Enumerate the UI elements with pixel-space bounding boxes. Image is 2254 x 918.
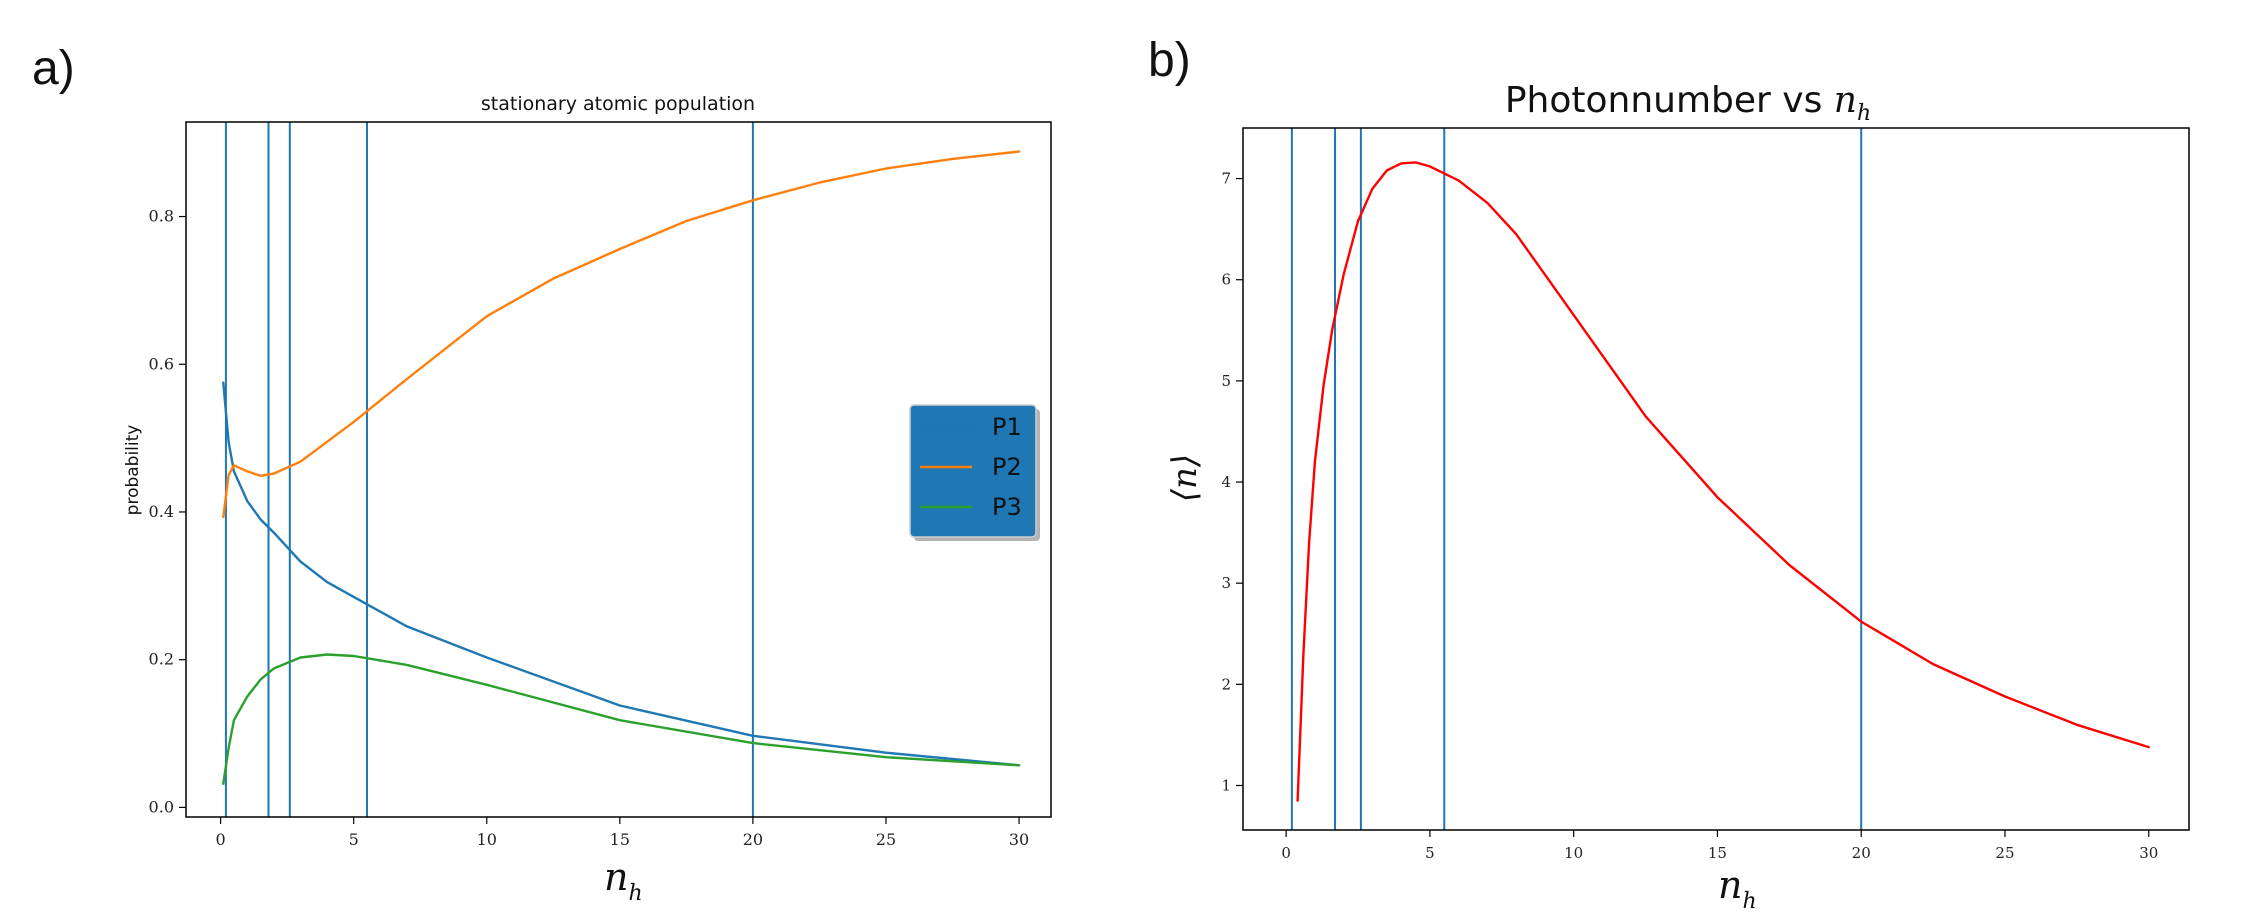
xtick-label: 20	[1852, 844, 1871, 862]
xtick-label: 0	[216, 830, 226, 849]
chart-b-frame	[1242, 127, 2190, 831]
chart-a-title: stationary atomic population	[481, 93, 755, 115]
chart-b-yticks: 1 2 3 4 5 6 7	[1221, 170, 1243, 794]
chart-a-frame	[185, 121, 1052, 818]
xtick-label: 10	[1564, 844, 1583, 862]
xtick-label: 0	[1281, 844, 1291, 862]
chart-a-xlabel: nh	[604, 855, 643, 906]
xtick-label: 20	[743, 830, 763, 849]
ytick-label: 0.2	[149, 650, 174, 669]
panel-label-b: b)	[1148, 34, 1191, 87]
ytick-label: 7	[1221, 170, 1231, 188]
chart-b-ylabel: ⟨n⟩	[1165, 454, 1205, 502]
chart-b-vlines	[1290, 128, 1863, 830]
series-line-p3	[222, 653, 1021, 785]
chart-b: Photonnumber vs nh 0 5 10 15 20 25 30 1234567 …	[1165, 80, 2190, 914]
xtick-label: 15	[610, 830, 630, 849]
xtick-label: 5	[349, 830, 359, 849]
series-line-p2	[222, 150, 1021, 519]
xtick-label: 10	[477, 830, 497, 849]
chart-a-yticks: 0.0 0.2 0.4 0.6 0.8	[149, 207, 186, 816]
xtick-label: 15	[1708, 844, 1727, 862]
xtick-label: 25	[1995, 844, 2014, 862]
chart-a-xticks: 0 5 10 15 20 25 30	[216, 817, 1029, 849]
ytick-label: 0.6	[149, 354, 174, 373]
xtick-label: 30	[2139, 844, 2158, 862]
chart-a: stationary atomic population 0 5 10 15 20 25 3…	[123, 93, 1052, 906]
legend-label-p2: P2	[992, 453, 1022, 481]
ytick-label: 5	[1221, 372, 1231, 390]
xtick-label: 5	[1425, 844, 1435, 862]
ytick-label: 0.4	[149, 502, 174, 521]
chart-b-xticks: 0 5 10 15 20 25 30	[1281, 830, 2158, 862]
ytick-label: 0.8	[149, 207, 174, 226]
series-line-0	[1296, 161, 2150, 802]
chart-a-ylabel: probability	[123, 425, 143, 516]
chart-b-xlabel: nh	[1718, 863, 1757, 914]
legend-label-p1: P1	[992, 413, 1022, 441]
ytick-label: 3	[1221, 574, 1231, 592]
legend-box	[909, 404, 1037, 538]
chart-a-legend: P1 P2 P3	[909, 404, 1040, 541]
ytick-label: 6	[1221, 271, 1231, 289]
panel-label-a: a)	[32, 42, 75, 95]
chart-b-title: Photonnumber vs nh	[1505, 80, 1871, 126]
chart-a-series	[222, 150, 1021, 785]
xtick-label: 30	[1009, 830, 1029, 849]
series-line-p1	[222, 381, 1021, 767]
ytick-label: 2	[1221, 675, 1231, 693]
chart-b-series	[1296, 161, 2150, 802]
xtick-label: 25	[876, 830, 896, 849]
ytick-label: 0.0	[149, 797, 174, 816]
legend-label-p3: P3	[992, 493, 1022, 521]
ytick-label: 1	[1221, 776, 1231, 794]
chart-a-vlines	[224, 122, 754, 817]
ytick-label: 4	[1221, 473, 1231, 491]
